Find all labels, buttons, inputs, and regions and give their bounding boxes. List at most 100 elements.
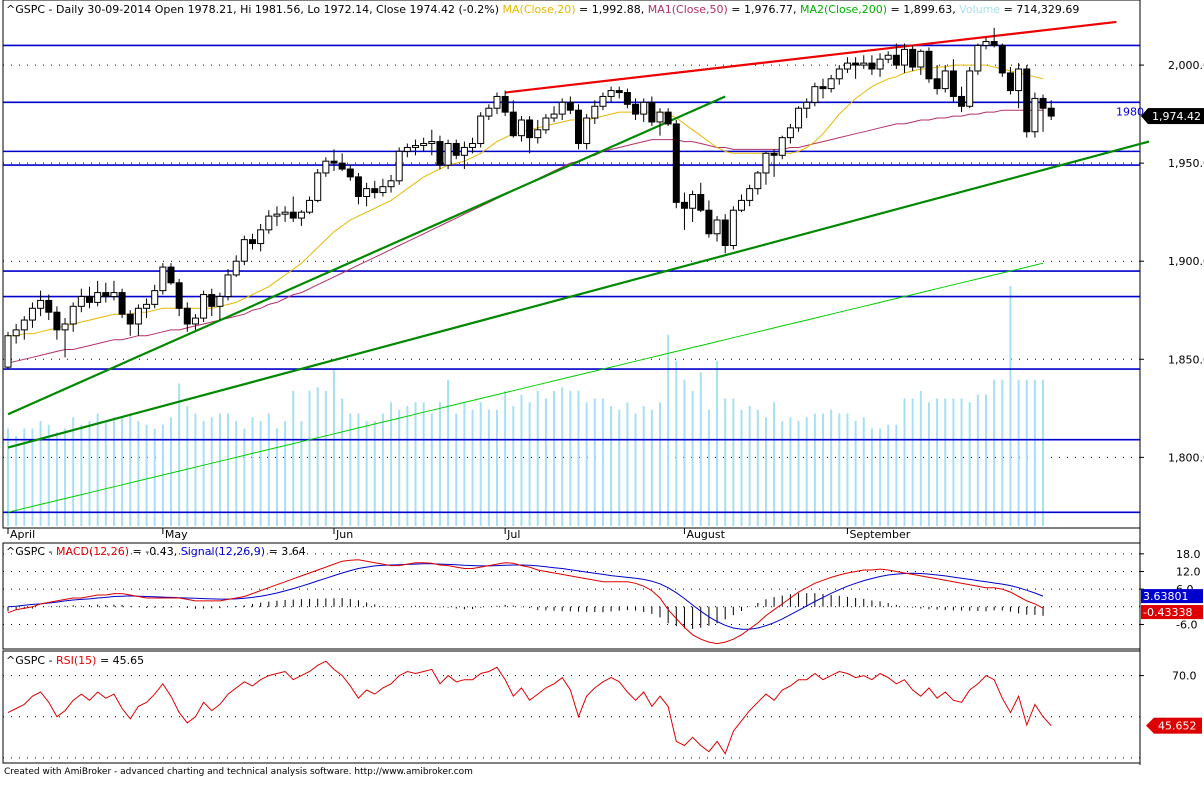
rsi-header: ^GSPC - RSI(15) = 45.65 — [6, 654, 144, 667]
candle-body — [721, 219, 729, 247]
candle-body — [566, 101, 574, 111]
header-span: = 45.65 — [96, 654, 144, 667]
candle-body — [167, 266, 175, 284]
candle-body — [762, 152, 770, 174]
candle-body — [656, 111, 664, 123]
candle-body — [216, 296, 224, 307]
candle-body — [249, 239, 256, 245]
rsi-panel-frame — [2, 650, 1141, 764]
candle-body — [778, 137, 786, 156]
candle-body — [428, 141, 436, 145]
macd-line — [7, 559, 1044, 645]
header-span: ^GSPC - Daily 30-09-2014 Open 1978.21, H… — [6, 3, 503, 16]
candle-body — [509, 111, 517, 137]
candle-body — [892, 54, 900, 66]
header-span: = -0.43, — [129, 545, 181, 558]
candle-body — [705, 209, 713, 235]
candle-body — [387, 180, 395, 188]
last-price-label: 1,974.42 — [1152, 110, 1201, 123]
macd-header: ^GSPC - MACD(12,26) = -0.43, Signal(12,2… — [6, 545, 306, 558]
candle-body — [770, 152, 778, 156]
price-header: ^GSPC - Daily 30-09-2014 Open 1978.21, H… — [6, 3, 1079, 16]
header-span: ^GSPC - — [6, 545, 56, 558]
candle-body — [550, 113, 558, 119]
candle-body — [901, 48, 908, 66]
x-tick-label: April — [10, 528, 35, 541]
candle-body — [917, 50, 925, 68]
header-span: ^GSPC - — [6, 654, 56, 667]
candle-body — [852, 62, 860, 66]
x-tick-label: September — [849, 528, 910, 541]
candle-body — [575, 109, 582, 145]
price-panel: 2,000.0 1,950.0 1,900.0 1,850.0 1,800.0 1,974… — [3, 3, 1204, 526]
candle-body — [827, 78, 835, 90]
candle-body — [469, 143, 477, 148]
candle-body — [94, 292, 102, 303]
header-span: = 1,899.63, — [887, 3, 959, 16]
candle-body — [102, 292, 110, 298]
candle-body — [224, 274, 232, 298]
candle-body — [363, 188, 371, 197]
candle-body — [697, 194, 705, 211]
candle-body — [69, 305, 77, 325]
candle-body — [379, 186, 387, 194]
candle-body — [134, 307, 142, 325]
header-span: MA2(Close,200) — [800, 3, 887, 16]
candle-body — [884, 54, 892, 60]
candle-body — [4, 335, 12, 368]
candle-body — [1015, 68, 1023, 92]
macd-tick-label: 18.0 — [1176, 548, 1201, 561]
trendline — [7, 140, 1150, 449]
candle-body — [729, 209, 737, 247]
candle-body — [126, 313, 134, 325]
candle-body — [53, 311, 61, 331]
rsi-line — [7, 660, 1052, 755]
x-axis: April May Jun Jul August September — [7, 528, 911, 541]
candle-body — [933, 78, 941, 90]
candle-body — [420, 143, 428, 146]
candle-body — [876, 58, 884, 70]
candle-body — [599, 95, 607, 107]
macd-tick-label: -6.0 — [1176, 618, 1197, 631]
candle-body — [37, 299, 45, 309]
header-span: = 714,329.69 — [1000, 3, 1079, 16]
candle-body — [868, 62, 876, 70]
candle-body — [273, 213, 281, 217]
last-price-arrow — [1141, 108, 1148, 125]
candle-body — [689, 194, 697, 209]
candle-body — [444, 143, 452, 166]
candle-body — [966, 70, 974, 107]
candle-body — [477, 115, 485, 145]
candle-body — [835, 68, 843, 80]
candle-body — [183, 307, 191, 325]
candle-body — [811, 86, 819, 103]
candle-body — [346, 168, 354, 178]
last-price-box — [1148, 108, 1204, 125]
candle-body — [436, 141, 444, 166]
price-tick-label: 1,800.0 — [1168, 451, 1204, 464]
level-label: 1980 — [1116, 105, 1144, 118]
x-tick-label: August — [686, 528, 725, 541]
candle-body — [680, 201, 688, 209]
candle-body — [485, 107, 493, 117]
header-span: = 1,976.77, — [728, 3, 800, 16]
header-span: RSI(15) — [56, 654, 96, 667]
price-tick-label: 1,950.0 — [1168, 157, 1204, 170]
candle-body — [607, 90, 615, 97]
candle-body — [151, 290, 159, 305]
candle-body — [208, 294, 216, 307]
candle-body — [795, 107, 803, 129]
candle-body — [648, 101, 656, 123]
header-span: MACD(12,26) — [56, 545, 129, 558]
header-span: Volume — [959, 3, 1000, 16]
candle-body — [517, 119, 525, 137]
signal-value-box — [1141, 605, 1203, 620]
candle-body — [1047, 107, 1055, 117]
header-span: = 3.64 — [265, 545, 306, 558]
candle-body — [713, 219, 721, 235]
candle-body — [281, 211, 289, 215]
candle-body — [232, 260, 240, 276]
trendline — [7, 95, 726, 416]
price-tick-label: 1,900.0 — [1168, 255, 1204, 268]
